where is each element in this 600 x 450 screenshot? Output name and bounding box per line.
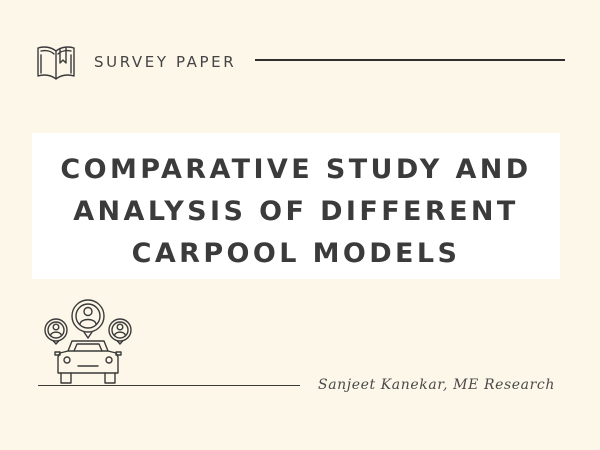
title-panel: COMPARATIVE STUDY AND ANALYSIS OF DIFFER… [32, 133, 560, 279]
title-line-3: CARPOOL MODELS [131, 238, 461, 269]
car-icon [54, 340, 122, 384]
carpool-car-with-passengers-icon [44, 299, 132, 384]
open-book-icon [37, 46, 75, 80]
passenger-avatar-right-icon [108, 318, 132, 345]
footer-divider [38, 385, 300, 386]
header-divider [255, 59, 565, 61]
author-byline: Sanjeet Kanekar, ME Research [318, 377, 555, 393]
document-title: COMPARATIVE STUDY AND ANALYSIS OF DIFFER… [32, 149, 560, 275]
passenger-avatar-left-icon [44, 318, 68, 345]
passenger-avatar-center-icon [71, 299, 105, 339]
title-line-2: ANALYSIS OF DIFFERENT [73, 196, 519, 227]
document-type-label: SURVEY PAPER [94, 53, 237, 71]
title-line-1: COMPARATIVE STUDY AND [60, 154, 532, 185]
